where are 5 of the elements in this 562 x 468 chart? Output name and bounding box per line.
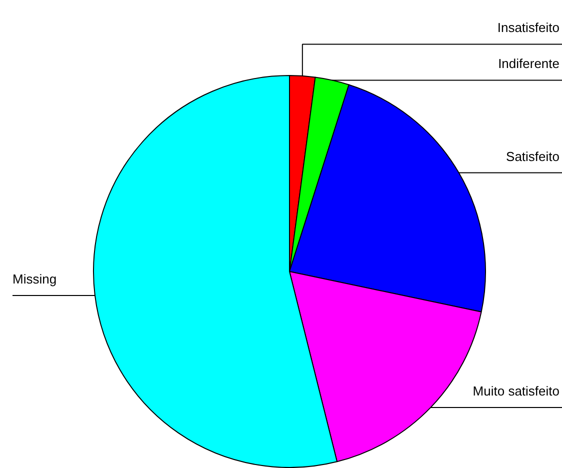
slice-label: Indiferente — [498, 56, 560, 72]
slice-label: Satisfeito — [506, 148, 560, 164]
slice-label: Missing — [12, 271, 57, 286]
slice-label: Muito satisfeito — [472, 383, 560, 398]
slice-label: Insatisfeito — [497, 20, 560, 36]
